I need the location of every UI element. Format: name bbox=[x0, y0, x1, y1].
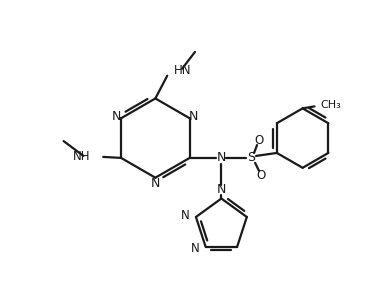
Text: N: N bbox=[112, 110, 121, 123]
Text: N: N bbox=[151, 177, 160, 190]
Text: NH: NH bbox=[73, 151, 90, 163]
Text: N: N bbox=[217, 183, 226, 196]
Text: N: N bbox=[217, 151, 226, 164]
Text: N: N bbox=[189, 110, 199, 123]
Text: O: O bbox=[256, 169, 266, 182]
Text: HN: HN bbox=[174, 64, 192, 77]
Text: CH₃: CH₃ bbox=[320, 100, 341, 110]
Text: N: N bbox=[181, 208, 190, 221]
Text: N: N bbox=[191, 242, 200, 255]
Text: S: S bbox=[247, 151, 255, 164]
Text: O: O bbox=[255, 133, 263, 147]
